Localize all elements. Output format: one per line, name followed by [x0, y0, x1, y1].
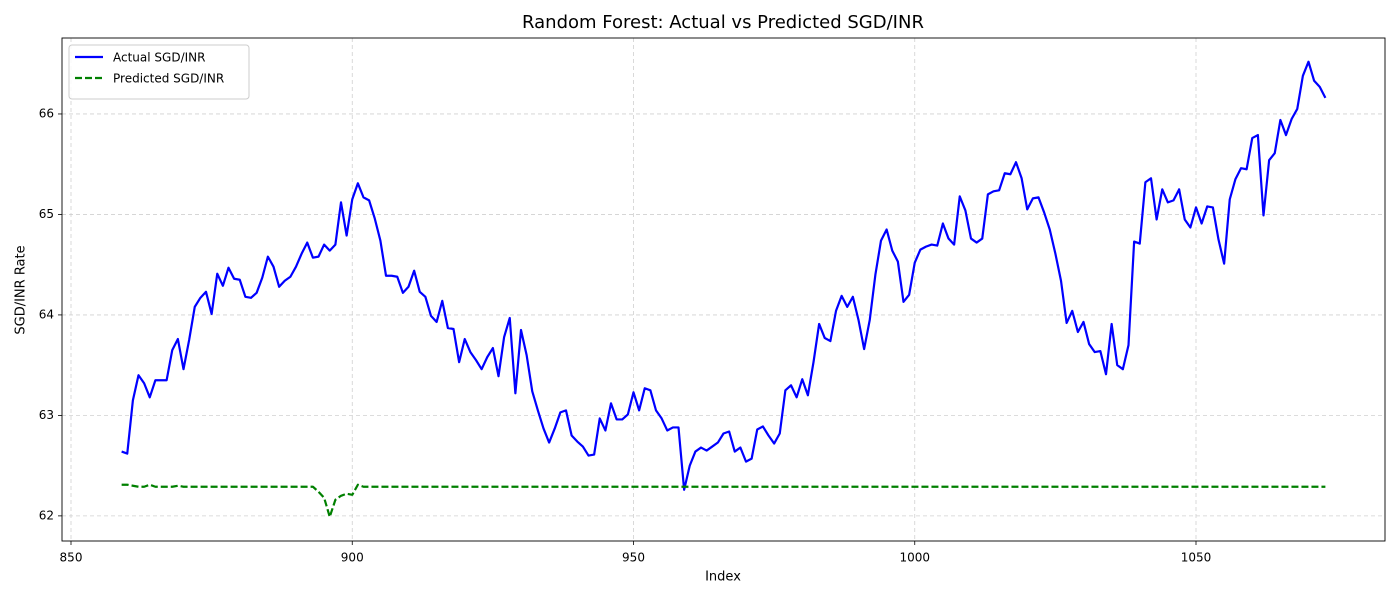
- legend-label: Actual SGD/INR: [113, 51, 205, 65]
- legend-box: [68, 44, 250, 100]
- x-tick-label: 850: [60, 551, 83, 565]
- x-tick-label: 1000: [899, 551, 930, 565]
- x-tick-label: 900: [341, 551, 364, 565]
- y-tick-label: 64: [39, 307, 54, 321]
- x-axis-label: Index: [705, 570, 741, 585]
- legend: Actual SGD/INR Predicted SGD/INR: [68, 44, 250, 100]
- legend-label: Predicted SGD/INR: [113, 72, 224, 86]
- data-line: [121, 60, 1327, 491]
- y-tick-label: 65: [39, 207, 54, 221]
- x-tick-label: 950: [622, 551, 645, 565]
- y-axis-label: SGD/INR Rate: [14, 245, 29, 334]
- data-line: [121, 483, 1326, 518]
- y-tick-label: 62: [39, 508, 54, 522]
- y-tick-label: 63: [39, 408, 54, 422]
- x-tick-label: 1050: [1181, 551, 1212, 565]
- plot-frame: [61, 37, 1386, 542]
- y-tick-label: 66: [39, 106, 54, 120]
- chart-title: Random Forest: Actual vs Predicted SGD/I…: [522, 12, 924, 33]
